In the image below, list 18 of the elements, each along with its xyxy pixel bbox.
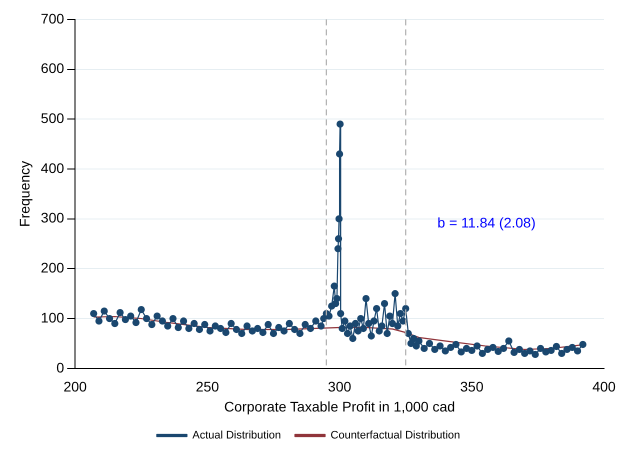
y-tick-label: 700 [40, 10, 64, 26]
legend-label: Actual Distribution [192, 430, 282, 442]
x-tick-label: 250 [196, 378, 220, 395]
annotation: b = 11.84 (2.08) [437, 214, 536, 230]
y-tick-label: 0 [56, 359, 64, 376]
y-tick-label: 300 [40, 210, 64, 226]
y-tick-label: 500 [40, 110, 64, 126]
x-axis-title: Corporate Taxable Profit in 1,000 cad [224, 398, 456, 414]
y-tick-label: 100 [40, 309, 64, 326]
y-tick-label: 200 [40, 260, 64, 276]
x-tick-label: 400 [592, 378, 616, 395]
legend-label: Counterfactual Distribution [330, 430, 460, 442]
x-tick-label: 300 [328, 378, 352, 395]
y-tick-label: 400 [40, 160, 64, 176]
x-tick-label: 200 [63, 378, 88, 395]
y-axis-title: Frequency [16, 160, 32, 227]
x-tick-label: 350 [460, 378, 484, 395]
y-tick-label: 600 [40, 60, 64, 76]
